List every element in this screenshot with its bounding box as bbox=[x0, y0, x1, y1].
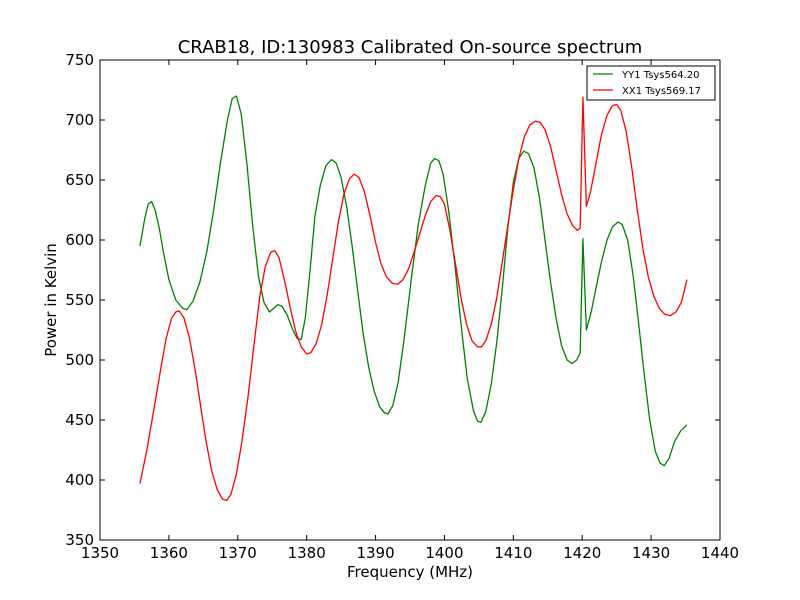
series-layer bbox=[139, 95, 688, 502]
x-tick-label: 1410 bbox=[494, 544, 532, 562]
y-tick-label: 450 bbox=[65, 411, 94, 429]
legend-box bbox=[586, 65, 716, 101]
x-axis-ticks: 1350 1360 1370 1380 1390 1400 1410 1420 1430 1440 bbox=[81, 60, 739, 562]
x-tick-label: 1350 bbox=[81, 544, 119, 562]
y-axis-label: Power in Kelvin bbox=[42, 243, 60, 357]
y-tick-label: 750 bbox=[65, 51, 94, 69]
series-line-xx1 bbox=[139, 96, 688, 502]
x-tick-label: 1380 bbox=[288, 544, 326, 562]
x-tick-label: 1370 bbox=[219, 544, 257, 562]
legend-label-yy1: YY1 Tsys564.20 bbox=[621, 70, 700, 81]
x-tick-label: 1360 bbox=[150, 544, 188, 562]
x-tick-label: 1420 bbox=[563, 544, 601, 562]
y-tick-label: 700 bbox=[65, 111, 94, 129]
chart-title: CRAB18, ID:130983 Calibrated On-source s… bbox=[178, 37, 643, 58]
y-tick-label: 400 bbox=[65, 471, 94, 489]
x-tick-label: 1390 bbox=[356, 544, 394, 562]
x-tick-label: 1440 bbox=[701, 544, 739, 562]
y-tick-label: 550 bbox=[65, 291, 94, 309]
y-tick-label: 500 bbox=[65, 351, 94, 369]
legend-label-xx1: XX1 Tsys569.17 bbox=[622, 86, 701, 97]
legend: YY1 Tsys564.20 XX1 Tsys569.17 bbox=[586, 65, 716, 101]
y-tick-label: 350 bbox=[65, 531, 94, 549]
y-axis-ticks: 350 400 450 500 550 600 650 700 750 bbox=[65, 51, 720, 549]
x-tick-label: 1430 bbox=[632, 544, 670, 562]
plot-area bbox=[100, 60, 720, 540]
x-axis-label: Frequency (MHz) bbox=[347, 563, 473, 581]
x-tick-label: 1400 bbox=[425, 544, 463, 562]
y-tick-label: 600 bbox=[65, 231, 94, 249]
y-tick-label: 650 bbox=[65, 171, 94, 189]
